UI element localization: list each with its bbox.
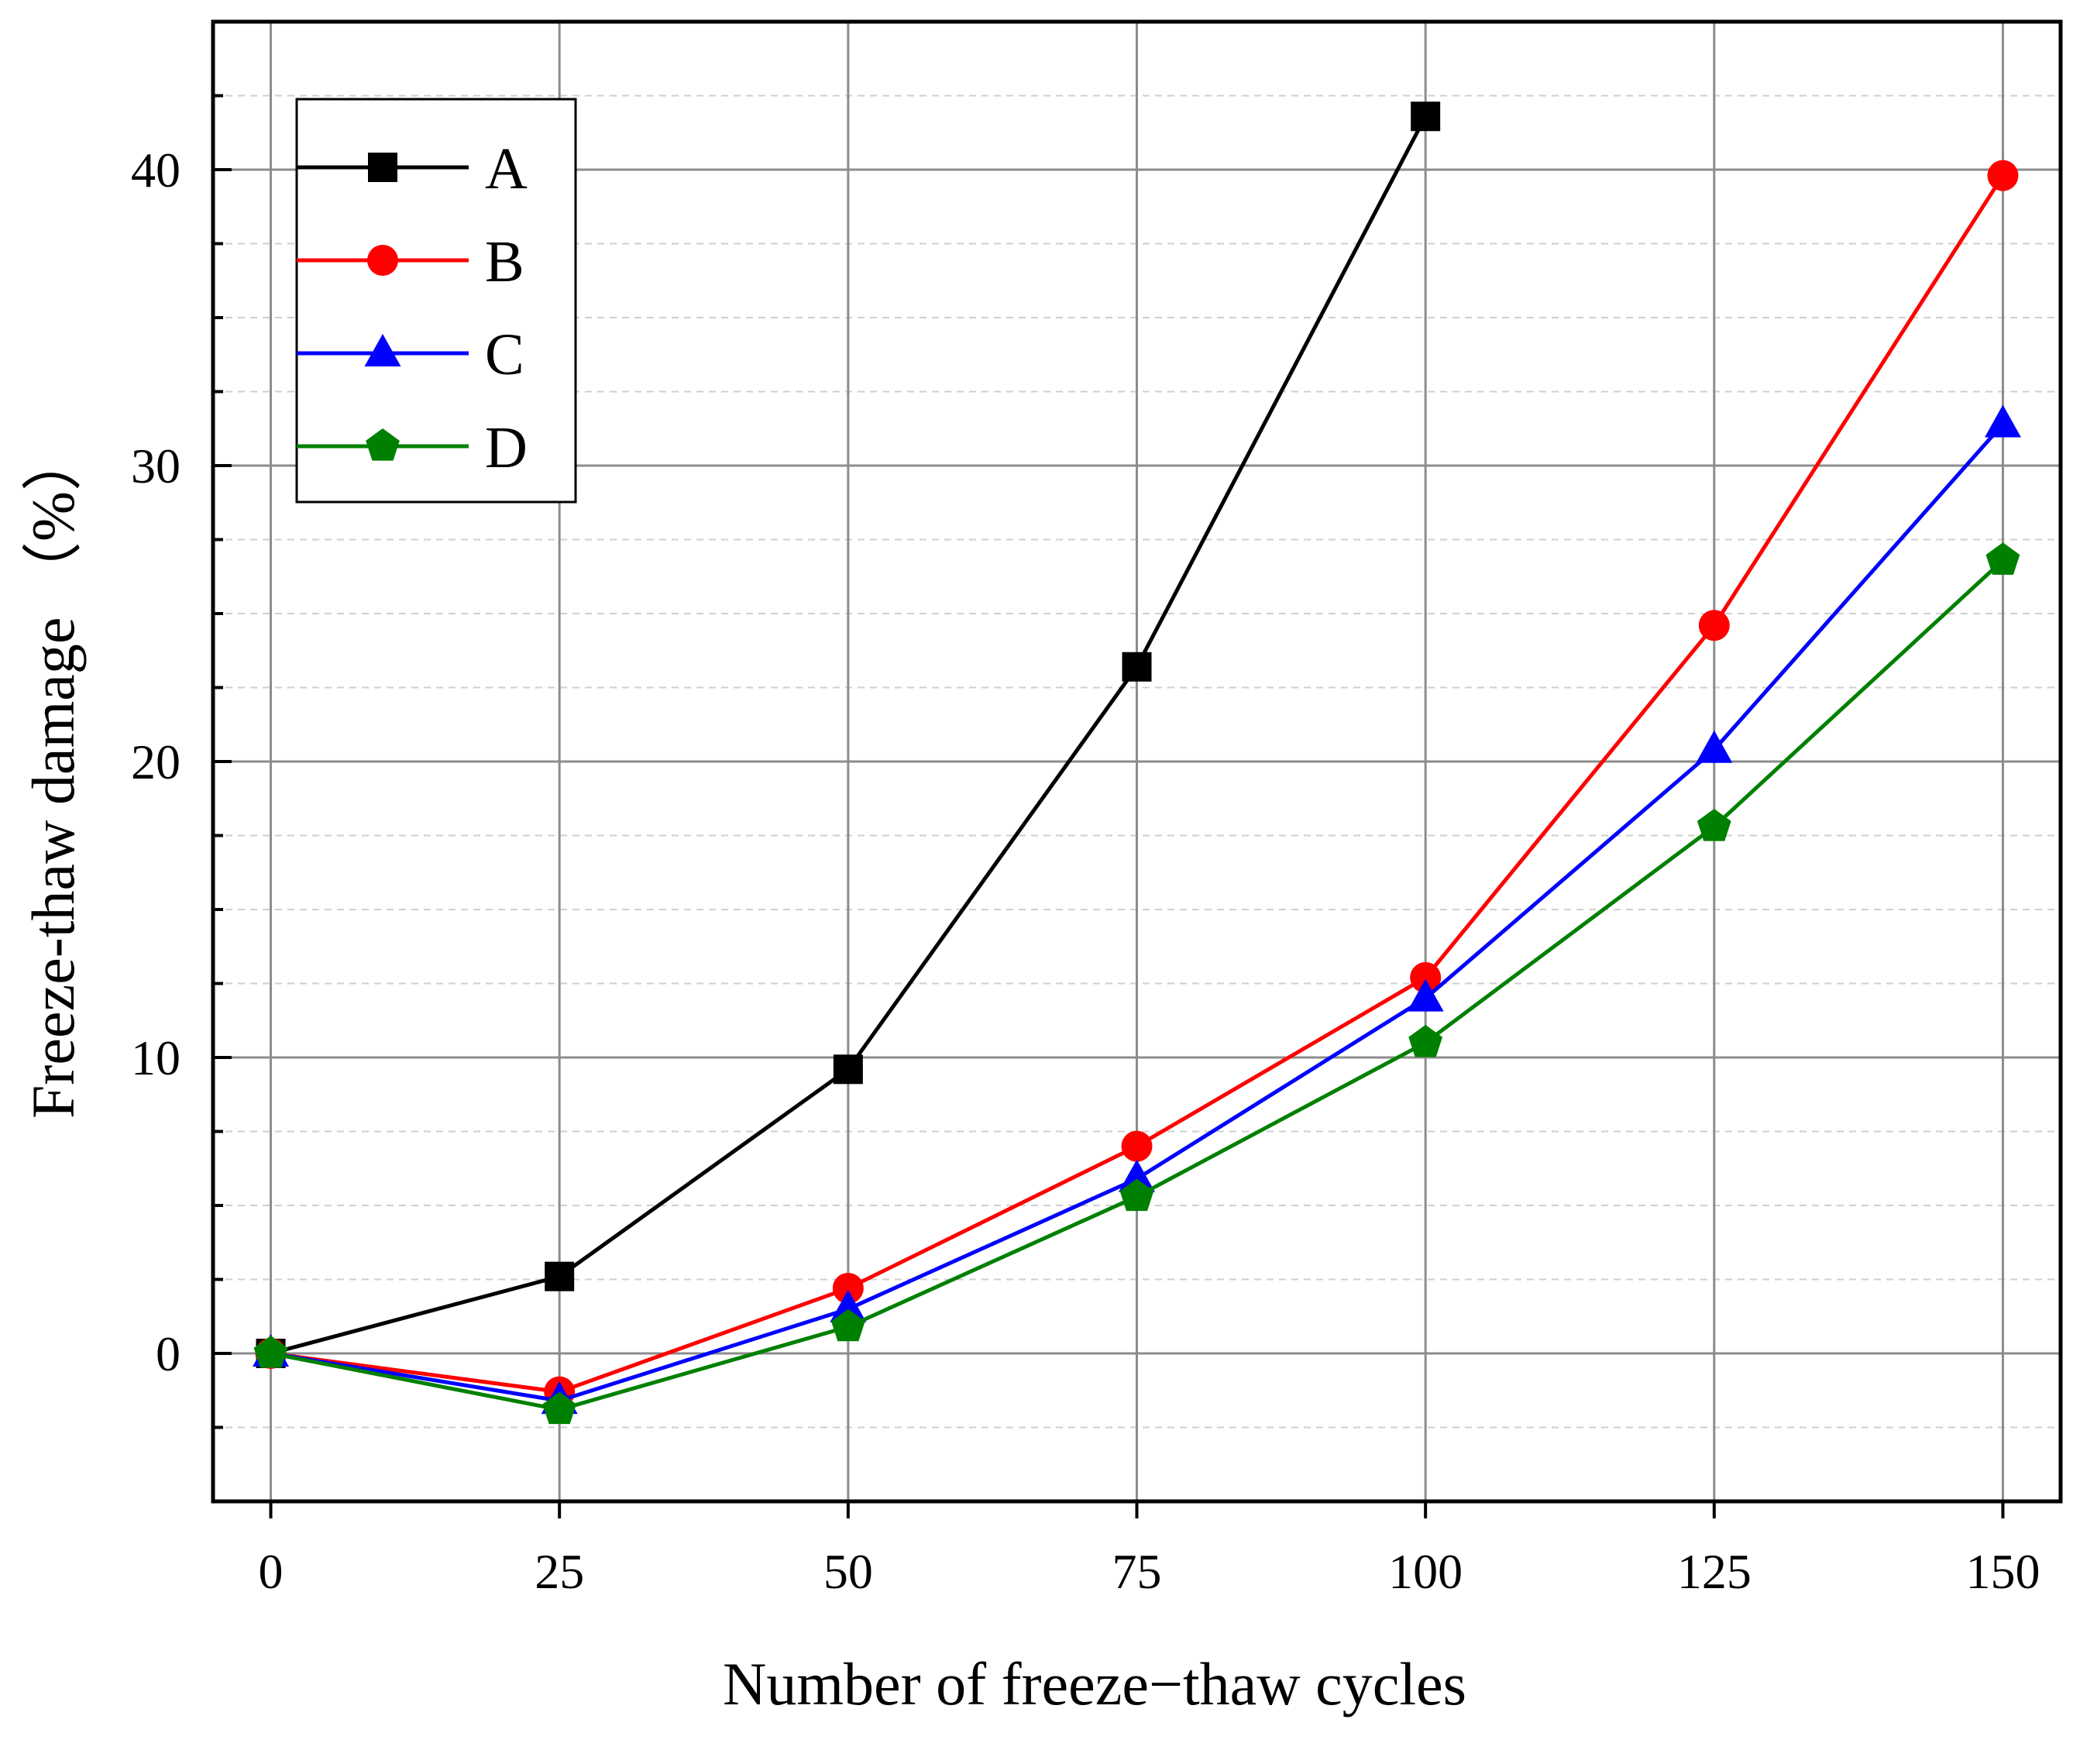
x-tick-label: 0 <box>259 1544 284 1599</box>
x-axis-title: Number of freeze−thaw cycles <box>723 1650 1466 1718</box>
x-tick-label: 100 <box>1388 1544 1463 1599</box>
legend-box <box>295 98 577 504</box>
legend-label: A <box>485 136 528 201</box>
y-tick-label: 10 <box>131 1030 180 1085</box>
series-D <box>253 542 2020 1425</box>
legend-label: B <box>485 229 524 294</box>
y-tick-label: 0 <box>156 1326 180 1381</box>
data-point-D <box>1119 1178 1154 1212</box>
legend-label: D <box>485 415 528 480</box>
data-point-A <box>1411 101 1441 132</box>
y-tick-label: 40 <box>131 143 180 198</box>
x-tick-label: 125 <box>1677 1544 1752 1599</box>
y-axis-title: Freeze-thaw damage （%） <box>19 431 87 1119</box>
data-point-C <box>1407 978 1444 1012</box>
data-point-A <box>833 1054 863 1085</box>
data-point-D <box>1985 542 2020 575</box>
legend-label: C <box>485 322 524 387</box>
data-point-C <box>1119 1159 1155 1192</box>
data-point-A <box>1122 652 1152 682</box>
data-point-D <box>542 1391 577 1425</box>
data-point-D <box>830 1308 865 1342</box>
data-point-A <box>545 1261 575 1291</box>
data-point-C <box>830 1289 867 1322</box>
data-point-D <box>1408 1024 1443 1057</box>
legend-entry-C: C <box>297 322 524 387</box>
x-tick-label: 25 <box>535 1544 584 1599</box>
series-lines <box>253 101 2021 1425</box>
y-tick-label: 20 <box>131 734 180 789</box>
data-point-B <box>1698 610 1730 641</box>
legend-entry-A: A <box>297 136 528 201</box>
legend-marker <box>364 334 401 366</box>
legend-entry-D: D <box>297 415 528 480</box>
axes: 0 10 20 30 40 0 25 50 75 100 125 150 <box>131 19 2063 1599</box>
x-tick-label: 50 <box>823 1544 873 1599</box>
x-tick-label: 75 <box>1112 1544 1162 1599</box>
data-point-D <box>253 1336 288 1368</box>
legend-marker <box>368 153 397 182</box>
legend-entry-B: B <box>297 229 524 294</box>
legend-marker <box>367 245 398 276</box>
y-tick-label: 30 <box>131 438 180 493</box>
data-point-C <box>1696 730 1733 763</box>
legend-marker <box>366 428 400 461</box>
x-tick-label: 150 <box>1965 1544 2040 1599</box>
data-point-B <box>1121 1130 1153 1162</box>
data-point-B <box>1987 160 2019 191</box>
data-point-B <box>1410 961 1442 993</box>
data-point-C <box>1984 404 2021 438</box>
data-point-B <box>832 1272 864 1304</box>
data-point-D <box>1697 809 1731 841</box>
